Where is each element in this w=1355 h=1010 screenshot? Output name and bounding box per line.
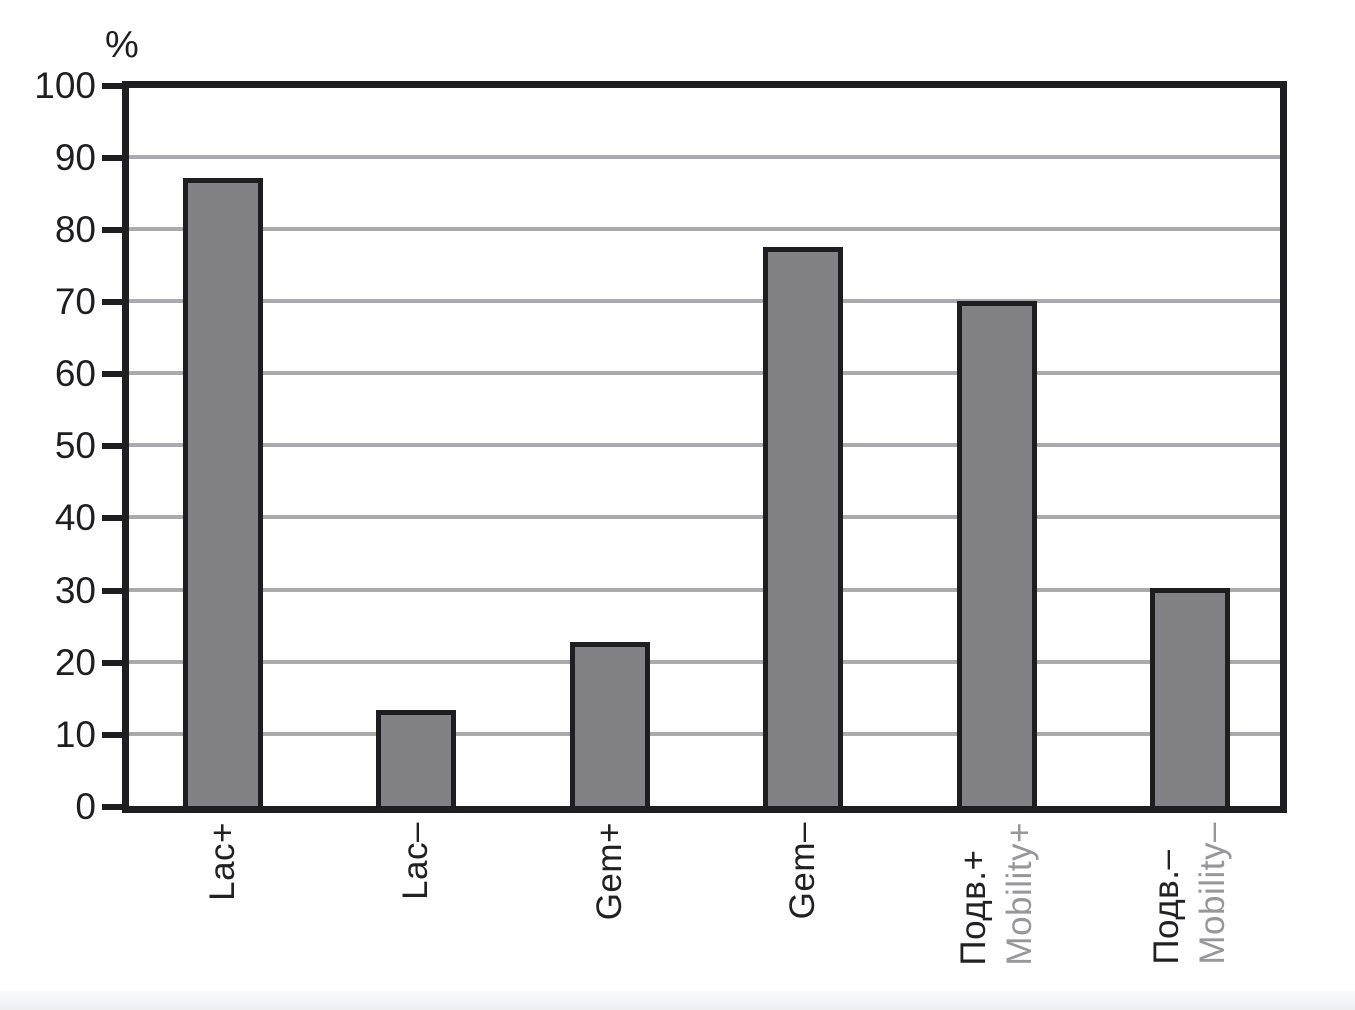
y-tick-label-100: 100 bbox=[34, 64, 96, 106]
gridline-20 bbox=[129, 659, 1280, 664]
gridline-50 bbox=[129, 443, 1280, 448]
x-label-cell-lac-minus: Lac– bbox=[320, 822, 514, 1002]
gridline-70 bbox=[129, 298, 1280, 303]
x-label-lac-plus: Lac+ bbox=[200, 822, 246, 901]
y-tick-label-70: 70 bbox=[54, 280, 96, 322]
bar-lac-plus bbox=[182, 178, 263, 806]
bar-mobility-plus bbox=[956, 300, 1037, 806]
y-tick-20 bbox=[102, 659, 122, 666]
bar-gem-minus bbox=[763, 246, 844, 806]
y-tick-50 bbox=[102, 443, 122, 450]
category-label-primary: Подв.+ bbox=[953, 849, 993, 966]
plot-area-frame bbox=[122, 81, 1287, 813]
x-label-cell-mobility-minus: Подв.– Mobility– bbox=[1094, 822, 1288, 1002]
y-tick-100 bbox=[102, 82, 122, 89]
category-label-secondary: Mobility+ bbox=[999, 822, 1039, 966]
category-label-secondary: Mobility– bbox=[1193, 822, 1233, 965]
category-label-primary: Gem– bbox=[783, 822, 823, 920]
gridline-80 bbox=[129, 226, 1280, 231]
y-tick-label-80: 80 bbox=[54, 208, 96, 250]
y-tick-90 bbox=[102, 154, 122, 161]
x-label-gem-minus: Gem– bbox=[780, 822, 826, 919]
category-label-primary: Подв.– bbox=[1147, 849, 1187, 965]
x-label-cell-mobility-plus: Подв.+ Mobility+ bbox=[900, 822, 1094, 1002]
y-tick-label-0: 0 bbox=[75, 786, 96, 827]
bar-mobility-minus bbox=[1150, 588, 1231, 806]
plot-area bbox=[129, 88, 1280, 806]
y-tick-label-30: 30 bbox=[54, 569, 96, 611]
category-label-primary: Lac– bbox=[396, 822, 436, 900]
y-tick-60 bbox=[102, 371, 122, 378]
x-axis-category-labels: Lac+ Lac– Gem+ Gem– Подв.+ Mobility+ Подв.– Mob… bbox=[126, 822, 1287, 1002]
y-tick-70 bbox=[102, 298, 122, 305]
x-label-cell-gem-minus: Gem– bbox=[707, 822, 901, 1002]
x-label-mobility-plus: Подв.+ Mobility+ bbox=[951, 822, 1043, 966]
page-bottom-strip bbox=[0, 991, 1355, 1010]
y-axis-unit-label: % bbox=[105, 24, 139, 66]
category-label-primary: Gem+ bbox=[589, 822, 629, 921]
y-tick-30 bbox=[102, 587, 122, 594]
bars-layer bbox=[126, 88, 1287, 806]
x-label-gem-plus: Gem+ bbox=[587, 822, 633, 920]
y-tick-label-50: 50 bbox=[54, 425, 96, 467]
y-tick-label-10: 10 bbox=[54, 713, 96, 755]
x-label-cell-gem-plus: Gem+ bbox=[513, 822, 707, 1002]
bar-lac-minus bbox=[376, 710, 457, 806]
y-tick-label-20: 20 bbox=[54, 641, 96, 683]
gridline-10 bbox=[129, 731, 1280, 736]
y-tick-80 bbox=[102, 226, 122, 233]
gridline-30 bbox=[129, 587, 1280, 592]
x-label-cell-lac-plus: Lac+ bbox=[126, 822, 320, 1002]
y-tick-10 bbox=[102, 731, 122, 738]
y-tick-label-90: 90 bbox=[54, 136, 96, 178]
x-label-lac-minus: Lac– bbox=[393, 822, 439, 900]
x-label-mobility-minus: Подв.– Mobility– bbox=[1144, 822, 1236, 965]
gridline-90 bbox=[129, 154, 1280, 159]
bar-gem-plus bbox=[569, 641, 650, 806]
y-tick-40 bbox=[102, 515, 122, 522]
y-tick-label-40: 40 bbox=[54, 497, 96, 539]
gridline-60 bbox=[129, 371, 1280, 376]
y-tick-label-60: 60 bbox=[54, 353, 96, 395]
y-tick-0 bbox=[102, 804, 122, 810]
category-label-primary: Lac+ bbox=[202, 822, 242, 901]
gridline-40 bbox=[129, 515, 1280, 520]
